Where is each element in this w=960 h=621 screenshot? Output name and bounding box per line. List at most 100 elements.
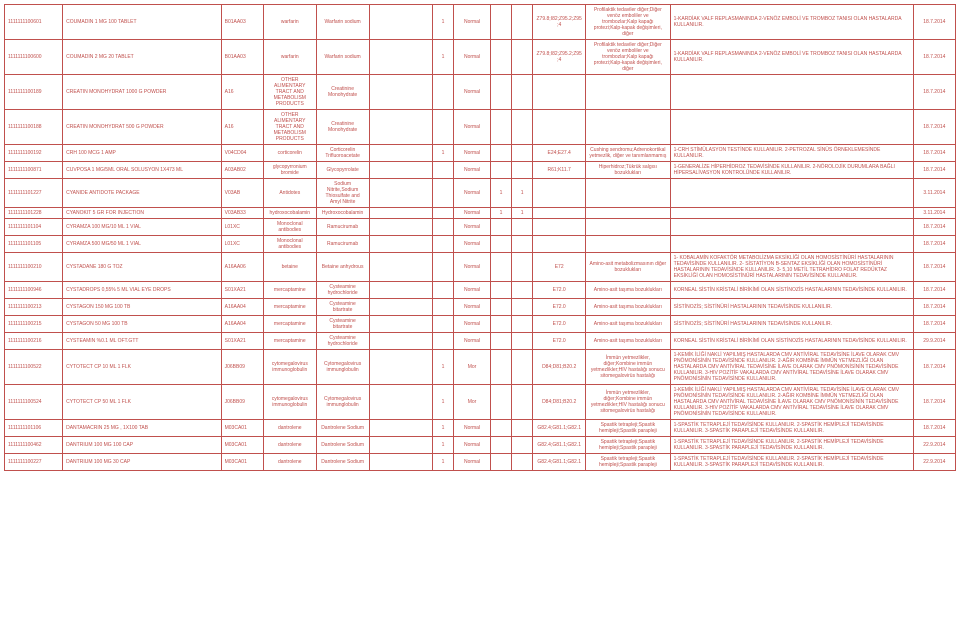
cell-c9 (491, 5, 512, 40)
cell-c10 (512, 253, 533, 282)
cell-c13: KORNEAL SİSTİN KRİSTALİ BİRİKİMİ OLAN Sİ… (670, 282, 913, 299)
cell-c4: mercaptamine (263, 299, 316, 316)
cell-c14: 18.7.2014 (913, 75, 955, 110)
cell-c6 (369, 350, 432, 385)
cell-c8: Normal (454, 437, 491, 454)
cell-c5: Cytomegalovirus immunglobulin (316, 350, 369, 385)
cell-c14: 18.7.2014 (913, 236, 955, 253)
cell-c11: Z79.8;I82;Z95.2;Z95;4 (533, 5, 586, 40)
table-row: 1111111100213CYSTAGON 150 MG 100 TBA16AA… (5, 299, 956, 316)
cell-c1: 1111111100462 (5, 437, 63, 454)
cell-c10 (512, 145, 533, 162)
cell-c2: DANTAMACRIN 25 MG , 1X100 TAB (63, 420, 222, 437)
cell-c8: Normal (454, 253, 491, 282)
cell-c8: Normal (454, 179, 491, 208)
cell-c6 (369, 333, 432, 350)
cell-c6 (369, 437, 432, 454)
cell-c6 (369, 75, 432, 110)
cell-c12: Amino-asit taşıma bozuklukları (586, 333, 671, 350)
drug-table: 1111111100601COUMADIN 1 MG 100 TABLETB01… (4, 4, 956, 471)
cell-c5: Cysteamine hydrochloride (316, 333, 369, 350)
cell-c7: 1 (432, 350, 453, 385)
cell-c12 (586, 110, 671, 145)
cell-c4: mercaptamine (263, 333, 316, 350)
cell-c7 (432, 316, 453, 333)
cell-c2: DANTRIUM 100 MG 30 CAP (63, 454, 222, 471)
table-row: 1111111100216CYSTEAMIN %0.1 ML OFT.GTTS0… (5, 333, 956, 350)
cell-c7 (432, 236, 453, 253)
cell-c8: Normal (454, 236, 491, 253)
cell-c12 (586, 236, 671, 253)
cell-c7 (432, 75, 453, 110)
cell-c2: CYANIDE ANTIDOTE PACKAGE (63, 179, 222, 208)
cell-c8: Normal (454, 282, 491, 299)
cell-c13: 1-SPASTİK TETRAPLEJİ TEDAVİSİNDE KULLANI… (670, 454, 913, 471)
cell-c7: 1 (432, 437, 453, 454)
cell-c5: Creatinine Monohydrate (316, 75, 369, 110)
cell-c9 (491, 162, 512, 179)
cell-c2: CYRAMZA 100 MG/10 ML 1 VIAL (63, 219, 222, 236)
cell-c3: L01XC (221, 236, 263, 253)
cell-c4: cytomegalovirus immunoglobulin (263, 350, 316, 385)
cell-c9 (491, 385, 512, 420)
cell-c9: 1 (491, 179, 512, 208)
cell-c11 (533, 236, 586, 253)
cell-c9 (491, 437, 512, 454)
cell-c10: 1 (512, 179, 533, 208)
cell-c4: glycopyrronium bromide (263, 162, 316, 179)
cell-c6 (369, 110, 432, 145)
cell-c6 (369, 282, 432, 299)
cell-c4: OTHER ALIMENTARY TRACT AND METABOLISM PR… (263, 110, 316, 145)
cell-c2: DANTRIUM 100 MG 100 CAP (63, 437, 222, 454)
cell-c13 (670, 179, 913, 208)
cell-c2: COUMADIN 2 MG 20 TABLET (63, 40, 222, 75)
table-row: 1111111100215CYSTAGON 50 MG 100 TBA16AA0… (5, 316, 956, 333)
cell-c7: 1 (432, 385, 453, 420)
cell-c2: CREATIN MONOHYDRAT 500 G POWDER (63, 110, 222, 145)
cell-c13: SİSTİNOZİS; SİSTİNÜRİ HASTALARININ TEDAV… (670, 299, 913, 316)
cell-c1: 1111111101106 (5, 420, 63, 437)
cell-c14: 18.7.2014 (913, 299, 955, 316)
cell-c7 (432, 299, 453, 316)
cell-c4: corticorelin (263, 145, 316, 162)
cell-c10 (512, 350, 533, 385)
cell-c14: 3.11.2014 (913, 179, 955, 208)
table-row: 1111111100600COUMADIN 2 MG 20 TABLETB01A… (5, 40, 956, 75)
cell-c11 (533, 75, 586, 110)
cell-c14: 18.7.2014 (913, 282, 955, 299)
cell-c6 (369, 253, 432, 282)
cell-c3: V03AB (221, 179, 263, 208)
cell-c10 (512, 299, 533, 316)
cell-c13: 1- KOBALAMİN KOFAKTÖR METABOLİZMA EKSİKL… (670, 253, 913, 282)
cell-c9 (491, 40, 512, 75)
cell-c9 (491, 420, 512, 437)
table-row: 1111111100210CYSTADANE 180 G TOZA16AA06b… (5, 253, 956, 282)
cell-c1: 1111111100189 (5, 75, 63, 110)
cell-c4: dantrolene (263, 420, 316, 437)
cell-c1: 1111111101228 (5, 208, 63, 219)
cell-c5: Creatinine Monohydrate (316, 110, 369, 145)
cell-c12: Amino-asit taşıma bozuklukları (586, 316, 671, 333)
cell-c6 (369, 420, 432, 437)
cell-c10 (512, 110, 533, 145)
cell-c11: E72.0 (533, 282, 586, 299)
cell-c10 (512, 420, 533, 437)
cell-c5: Cytomegalovirus immunglobulin (316, 385, 369, 420)
cell-c1: 1111111100601 (5, 5, 63, 40)
cell-c8: Mor (454, 350, 491, 385)
cell-c2: CREATIN MONOHYDRAT 1000 G POWDER (63, 75, 222, 110)
cell-c2: COUMADIN 1 MG 100 TABLET (63, 5, 222, 40)
cell-c14: 18.7.2014 (913, 350, 955, 385)
cell-c4: OTHER ALIMENTARY TRACT AND METABOLISM PR… (263, 75, 316, 110)
cell-c14: 18.7.2014 (913, 385, 955, 420)
cell-c9 (491, 333, 512, 350)
cell-c14: 3.11.2014 (913, 208, 955, 219)
cell-c1: 1111111101227 (5, 179, 63, 208)
cell-c5: Warfarin sodium (316, 5, 369, 40)
cell-c12: Amino-asit taşıma bozuklukları (586, 299, 671, 316)
table-row: 1111111100946CYSTADROPS 0,55% 5 ML VIAL … (5, 282, 956, 299)
cell-c3: V03AB33 (221, 208, 263, 219)
cell-c11: R61;K11.7 (533, 162, 586, 179)
cell-c1: 1111111100522 (5, 350, 63, 385)
cell-c5: Cysteamine bitartrate (316, 316, 369, 333)
